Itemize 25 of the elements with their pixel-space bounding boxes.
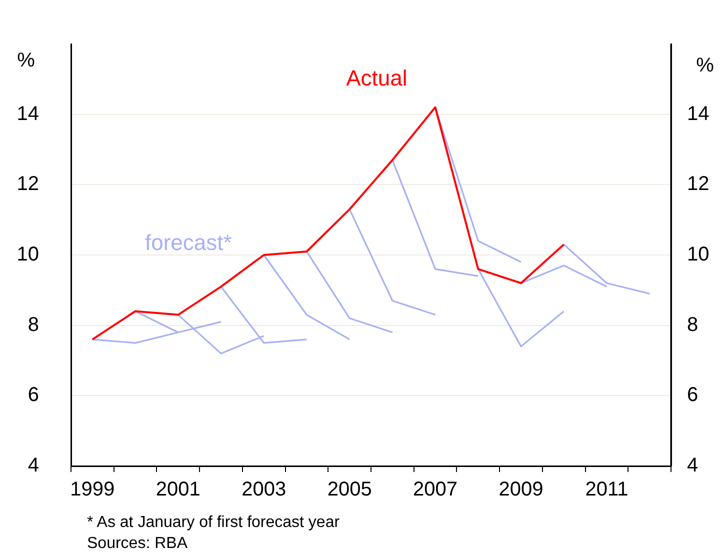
y2-tick-label: 14 [687, 102, 710, 125]
y-tick-label: 4 [28, 454, 39, 477]
text: * As at January of first forecast year [87, 513, 340, 533]
y-tick-label: 10 [16, 244, 39, 266]
x-tick-label: 2001 [156, 478, 200, 501]
x-tick-label: 2007 [413, 478, 458, 501]
series-label: Actual [346, 65, 408, 90]
text: forecast* [145, 230, 232, 256]
x-tick-label: 2009 [498, 478, 544, 501]
y-tick-label: 12 [16, 173, 39, 196]
y2-tick-label: 12 [687, 173, 710, 196]
y-tick-label: 8 [28, 314, 39, 336]
y-tick-label: 6 [28, 384, 39, 406]
y2-tick-label: 8 [687, 314, 698, 336]
source-note: Sources: RBA [87, 534, 188, 554]
y2-tick-label: 6 [687, 384, 698, 406]
y-axis-title: % [17, 50, 36, 72]
y2-tick-label: 4 [687, 454, 698, 477]
y2-tick-label: 10 [687, 244, 710, 266]
x-tick-label: 2005 [327, 478, 372, 501]
y-tick-label: 14 [16, 102, 39, 125]
x-tick-label: 2003 [242, 478, 286, 501]
x-tick-label: 2011 [585, 478, 628, 501]
x-tick-label: 1999 [70, 478, 115, 501]
y2-axis-title: % [696, 54, 714, 77]
